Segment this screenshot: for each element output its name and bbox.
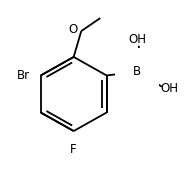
Text: OH: OH (128, 33, 146, 46)
Text: O: O (68, 23, 77, 36)
Text: B: B (133, 65, 141, 78)
Text: Br: Br (17, 69, 30, 82)
Text: F: F (70, 143, 77, 156)
Text: OH: OH (160, 82, 178, 95)
